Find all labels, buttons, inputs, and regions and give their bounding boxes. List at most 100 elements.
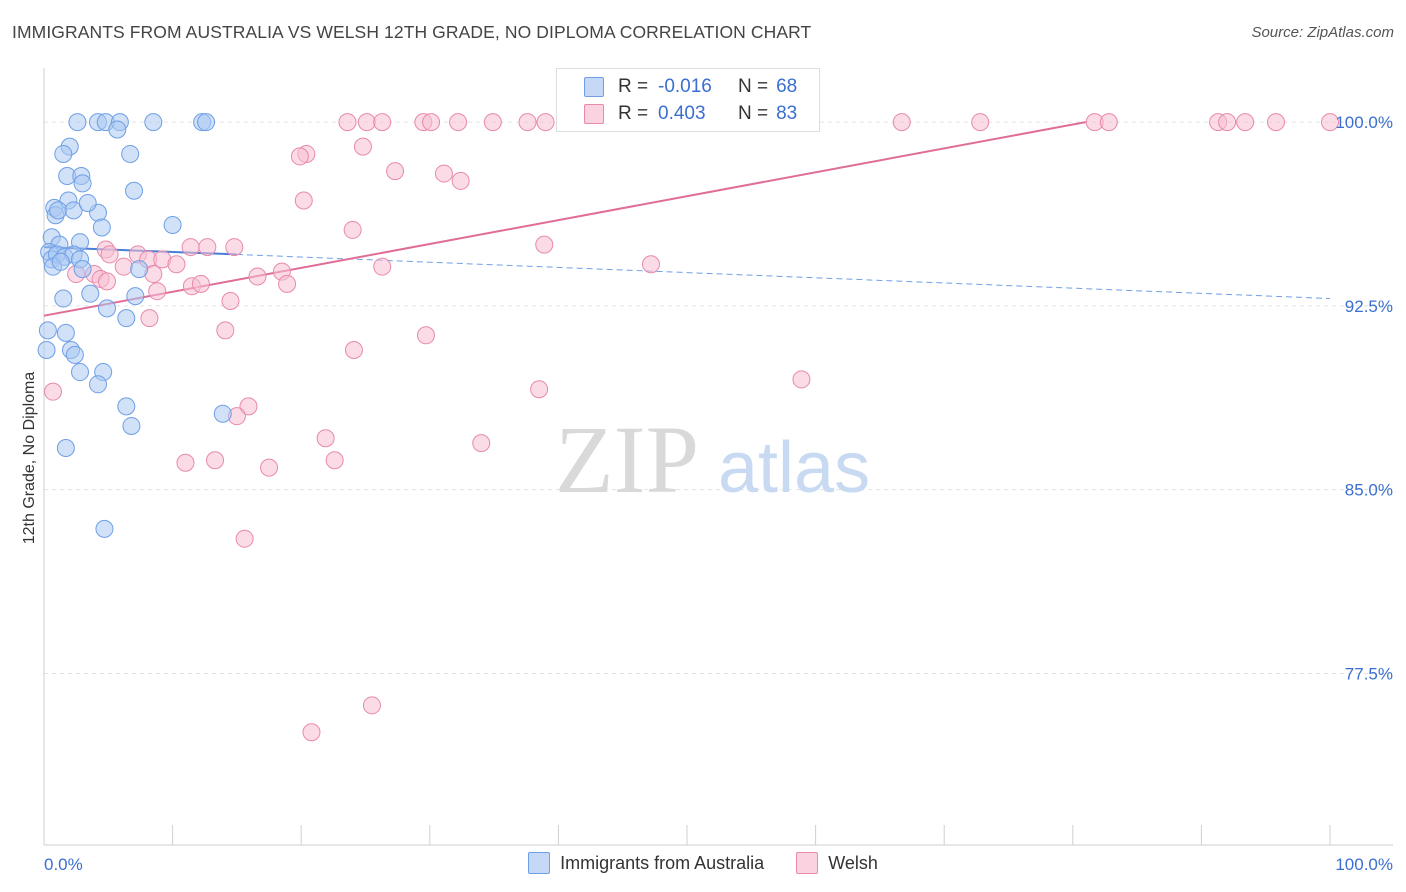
welsh-point [181, 238, 200, 257]
watermark-atlas: atlas [718, 428, 870, 508]
welsh-point [325, 451, 344, 470]
welsh-point [530, 380, 549, 399]
legend-r-label: R = [618, 103, 649, 124]
australia-point [49, 201, 68, 220]
welsh-point [216, 321, 235, 340]
y-tick-label: 92.5% [1345, 297, 1393, 316]
australia-point [117, 309, 136, 328]
australia-point [54, 144, 73, 163]
welsh-point [260, 458, 279, 477]
legend-n-label: N = [738, 76, 769, 97]
australia-points [37, 113, 232, 538]
series-legend: Immigrants from Australia Welsh [0, 852, 1406, 874]
series-swatch-welsh [796, 852, 819, 874]
australia-point [37, 341, 56, 360]
australia-point [122, 416, 141, 435]
watermark-zip: ZIP [555, 406, 699, 513]
welsh-point [98, 272, 117, 291]
y-tick-label: 100.0% [1335, 113, 1393, 132]
chart-title: IMMIGRANTS FROM AUSTRALIA VS WELSH 12TH … [12, 22, 812, 42]
australia-point [95, 519, 114, 538]
y-tick-labels: 100.0% 92.5% 85.0% 77.5% [1335, 113, 1393, 683]
y-tick-label: 77.5% [1345, 664, 1393, 683]
series-legend-welsh[interactable]: Welsh [796, 852, 878, 874]
australia-point [213, 404, 232, 423]
welsh-point [373, 113, 392, 132]
welsh-point [792, 370, 811, 389]
welsh-point [451, 171, 470, 190]
trend-lines [43, 121, 1331, 317]
australia-point [78, 193, 97, 212]
australia-point [51, 252, 70, 271]
legend-swatch-welsh [584, 104, 604, 124]
australia-point [117, 397, 136, 416]
welsh-point [1321, 113, 1339, 132]
australia-point [73, 260, 92, 279]
welsh-point [344, 341, 363, 360]
legend-r-label: R = [618, 76, 649, 97]
welsh-point [357, 113, 376, 132]
welsh-point [290, 147, 309, 166]
axes [43, 68, 1393, 846]
australia-point [68, 113, 87, 132]
australia-point [89, 375, 108, 394]
welsh-point [140, 309, 159, 328]
welsh-point [422, 113, 441, 132]
welsh-point [316, 429, 335, 448]
welsh-point [416, 326, 435, 345]
australia-point [64, 201, 83, 220]
australia-point [65, 345, 84, 364]
welsh-point [167, 255, 186, 274]
welsh-point [248, 267, 267, 286]
welsh-point [294, 191, 313, 210]
y-tick-label: 85.0% [1345, 481, 1393, 500]
welsh-point [198, 238, 217, 257]
australia-point [126, 287, 145, 306]
welsh-point [434, 164, 453, 183]
welsh-point [176, 453, 195, 472]
legend-r-value-welsh: 0.403 [658, 103, 706, 124]
australia-point [73, 174, 92, 193]
australia-point [163, 216, 182, 235]
welsh-point [225, 238, 244, 257]
welsh-point [114, 257, 133, 276]
welsh-point [44, 382, 63, 401]
legend-row-welsh: R = 0.403 N = 83 [557, 101, 797, 127]
welsh-point [641, 255, 660, 274]
legend-n-value-australia: 68 [776, 76, 798, 97]
welsh-point [1236, 113, 1255, 132]
welsh-point [338, 113, 357, 132]
welsh-point [449, 113, 468, 132]
series-swatch-australia [528, 852, 551, 874]
source-credit: Source: ZipAtlas.com [1251, 24, 1394, 41]
welsh-point [518, 113, 537, 132]
welsh-point [302, 723, 321, 742]
correlation-legend: R = -0.016 N = 68 R = 0.403 N = 83 [556, 68, 820, 132]
welsh-point [472, 434, 491, 453]
australia-point [130, 260, 149, 279]
legend-n-value-welsh: 83 [776, 103, 798, 124]
welsh-point [535, 235, 554, 254]
australia-point [71, 363, 90, 382]
welsh-point [278, 274, 297, 293]
welsh-point [206, 451, 225, 470]
australia-point [108, 120, 127, 139]
series-label-welsh: Welsh [828, 852, 878, 873]
welsh-point [1218, 113, 1237, 132]
trend-line-welsh [43, 121, 1086, 317]
australia-point [92, 218, 111, 237]
series-legend-australia[interactable]: Immigrants from Australia [528, 852, 764, 874]
x-tick-label-right: 100.0% [1335, 855, 1393, 874]
welsh-point [1099, 113, 1118, 132]
welsh-point [221, 291, 240, 310]
australia-point [38, 321, 57, 340]
welsh-point [386, 162, 405, 181]
series-label-australia: Immigrants from Australia [560, 852, 765, 873]
welsh-point [235, 529, 254, 548]
welsh-point [353, 137, 372, 156]
australia-point [54, 289, 73, 308]
welsh-point [239, 397, 258, 416]
welsh-point [536, 113, 555, 132]
welsh-point [373, 257, 392, 276]
